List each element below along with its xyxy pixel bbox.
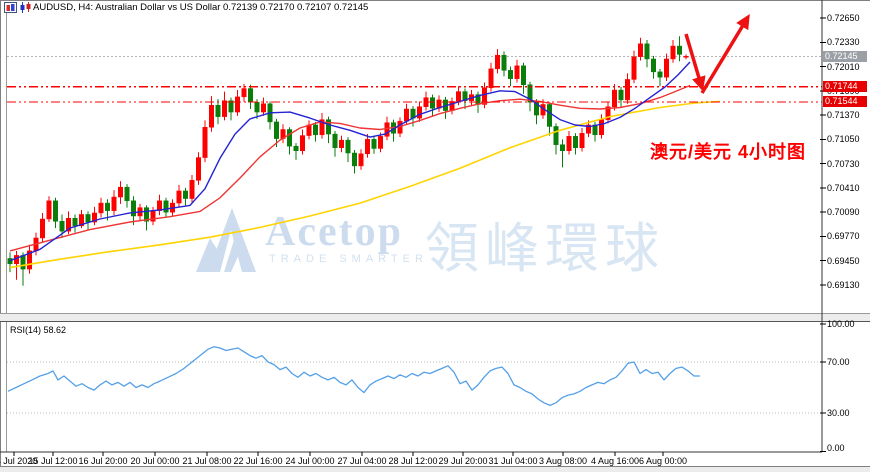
price-tick-label: 0.70090 <box>827 207 860 218</box>
watermark-cjk-text: 領峰環球 <box>425 219 665 279</box>
time-tick-label: 3 Aug 08:00 <box>538 456 588 466</box>
pane-splitter[interactable] <box>0 314 870 321</box>
time-tick-label: 21 Jul 08:00 <box>182 456 232 466</box>
price-tick-label: 0.72650 <box>827 13 860 23</box>
current-price-badge: 0.72145 <box>823 50 867 62</box>
rsi-tick-label: 70.00 <box>827 357 850 367</box>
window-left-edge <box>0 0 1 472</box>
time-tick-label: 28 Jul 12:00 <box>388 456 438 466</box>
time-tick-label: 16 Jul 20:00 <box>78 456 128 466</box>
rsi-tick-label: 100.00 <box>827 318 855 329</box>
price-tick-label: 0.70730 <box>827 158 860 169</box>
watermark-tagline: TRADE SMARTER <box>269 253 428 265</box>
price-tick-label: 0.71050 <box>827 134 860 145</box>
price-tick-label: 0.72330 <box>827 37 860 48</box>
price-tick-label: 0.71370 <box>827 110 860 121</box>
window-bottom-edge <box>0 466 870 467</box>
rsi-tick-label: 30.00 <box>827 408 850 418</box>
level-price-badge: 0.71744 <box>823 81 867 93</box>
chart-window-icon <box>4 2 17 13</box>
time-tick-label: 22 Jul 16:00 <box>233 456 283 466</box>
time-tick-label: 31 Jul 04:00 <box>488 456 538 466</box>
pane-splitter-bottom <box>0 321 870 322</box>
time-tick-label: 29 Jul 20:00 <box>438 456 488 466</box>
candles-layer <box>7 36 689 286</box>
watermark-brand: Acetop <box>265 209 403 255</box>
price-tick-label: 0.69450 <box>827 255 860 266</box>
price-tick-label: 0.70410 <box>827 182 860 193</box>
time-tick-label: 15 Jul 12:00 <box>28 456 78 466</box>
time-tick-label: 6 Aug 00:00 <box>638 456 688 466</box>
support-resistance-lines <box>7 86 822 103</box>
rsi-zero-label: 0.00 <box>827 443 845 453</box>
pane-left-border <box>6 12 7 452</box>
time-tick-label: 14 Jul 2020 <box>0 456 38 466</box>
pane-splitter-top <box>0 313 870 314</box>
price-tick-label: 0.69770 <box>827 231 860 242</box>
rsi-indicator-label: RSI(14) 58.62 <box>10 325 67 335</box>
chart-title: AUDUSD, H4: Australian Dollar vs US Doll… <box>33 2 369 13</box>
time-tick-label: 4 Aug 16:00 <box>590 456 640 466</box>
moving-averages-layer <box>9 61 721 269</box>
time-tick-label: 24 Jul 00:00 <box>285 456 335 466</box>
rsi-layer <box>7 346 822 414</box>
axes-layer <box>0 0 826 456</box>
bottom-band <box>0 467 870 472</box>
time-tick-label: 20 Jul 00:00 <box>130 456 180 466</box>
acetop-logo-icon <box>196 208 256 272</box>
price-tick-label: 0.69130 <box>827 280 860 290</box>
price-tick-label: 0.72010 <box>827 61 860 72</box>
pair-annotation-text: 澳元/美元 4小时图 <box>650 142 807 162</box>
candlestick-icon <box>20 2 31 13</box>
time-tick-label: 27 Jul 04:00 <box>337 456 387 466</box>
window-top-edge <box>0 0 870 1</box>
level-price-badge: 0.71544 <box>823 96 867 108</box>
trend-arrow-annotation <box>684 14 750 94</box>
